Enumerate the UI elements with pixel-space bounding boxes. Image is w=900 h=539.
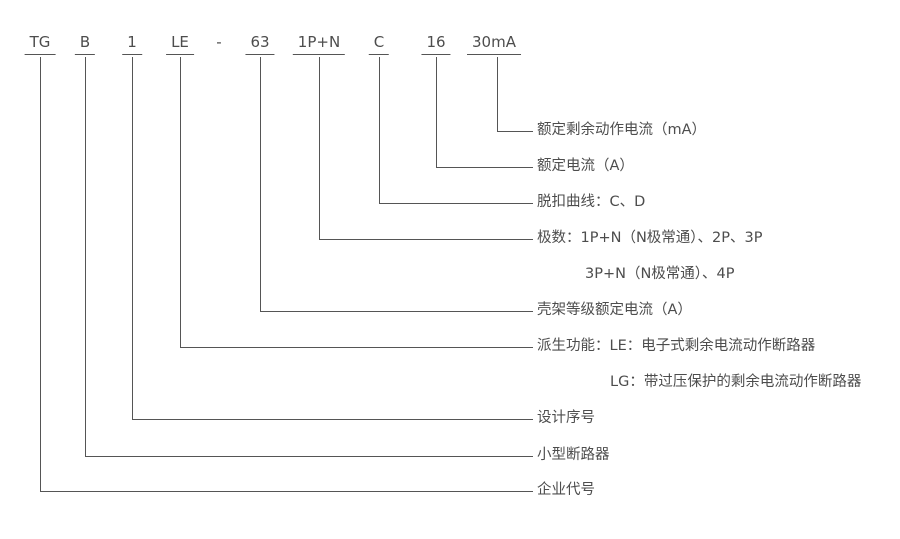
description-2: 脱扣曲线：C、D [537, 194, 646, 210]
description-4: 3P+N（N极常通）、4P [585, 266, 735, 282]
code-segment-0: TG [24, 33, 56, 55]
description-6: 派生功能：LE：电子式剩余电流动作断路器 [537, 338, 816, 354]
code-segment-1: B [74, 33, 96, 55]
code-segment-9: 30mA [467, 33, 521, 55]
description-10: 企业代号 [537, 482, 595, 498]
code-segment-5: 63 [245, 33, 275, 55]
description-0: 额定剩余动作电流（mA） [537, 122, 707, 138]
code-segment-7: C [368, 33, 390, 55]
description-7: LG：带过压保护的剩余电流动作断路器 [610, 374, 862, 390]
code-segment-8: 16 [421, 33, 451, 55]
code-segment-4: - [216, 33, 222, 51]
description-9: 小型断路器 [537, 447, 610, 463]
description-1: 额定电流（A） [537, 158, 634, 174]
description-3: 极数：1P+N（N极常通）、2P、3P [537, 230, 763, 246]
description-8: 设计序号 [537, 410, 595, 426]
code-segment-3: LE [166, 33, 194, 55]
code-segment-6: 1P+N [292, 33, 346, 55]
description-5: 壳架等级额定电流（A） [537, 302, 692, 318]
code-segment-2: 1 [122, 33, 142, 55]
